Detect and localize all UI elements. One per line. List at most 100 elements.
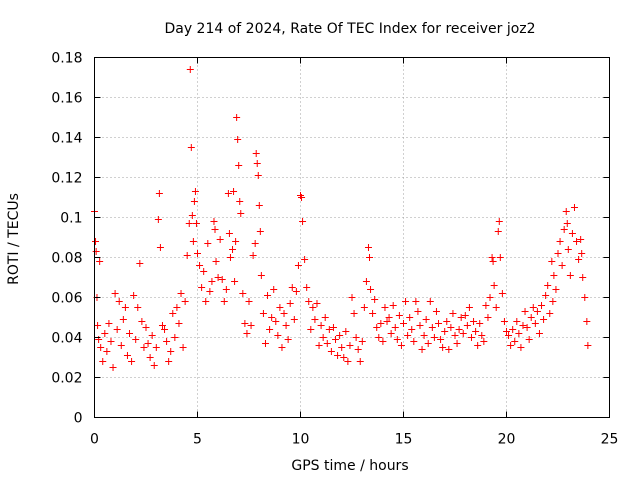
y-axis-label: ROTI / TECUs xyxy=(6,193,22,285)
data-point xyxy=(418,346,426,353)
data-point xyxy=(505,332,513,339)
data-point xyxy=(535,330,543,337)
data-point xyxy=(441,328,449,335)
data-point xyxy=(414,308,422,315)
data-point xyxy=(336,332,344,339)
data-point xyxy=(245,298,253,305)
data-point xyxy=(218,276,226,283)
data-point xyxy=(489,258,497,265)
data-point xyxy=(329,324,337,331)
data-point xyxy=(348,294,356,301)
data-point xyxy=(459,330,467,337)
data-point xyxy=(338,344,346,351)
data-point xyxy=(115,298,123,305)
data-point xyxy=(420,332,428,339)
data-point xyxy=(546,310,554,317)
data-point xyxy=(190,198,198,205)
data-point xyxy=(463,322,471,329)
data-point xyxy=(404,332,412,339)
y-axis: 0 0.02 0.04 0.06 0.08 0.1 0.12 0.14 0.16 0.18 xyxy=(51,51,610,427)
data-point xyxy=(208,278,216,285)
data-point xyxy=(449,310,457,317)
data-point xyxy=(531,320,539,327)
x-tick-label: 25 xyxy=(601,432,619,448)
data-point xyxy=(391,324,399,331)
data-point xyxy=(231,278,239,285)
data-point xyxy=(375,334,383,341)
data-point xyxy=(309,304,317,311)
data-point xyxy=(432,308,440,315)
data-point xyxy=(255,202,263,209)
data-point xyxy=(552,286,560,293)
data-point xyxy=(496,254,504,261)
data-point xyxy=(232,238,240,245)
data-point xyxy=(282,322,290,329)
grid-lines xyxy=(94,57,610,418)
data-point xyxy=(453,340,461,347)
data-point xyxy=(457,314,465,321)
y-tick-label: 0.1 xyxy=(60,211,82,227)
x-axis: 0 5 10 15 20 25 xyxy=(90,57,619,448)
data-point xyxy=(323,340,331,347)
y-tick-label: 0.04 xyxy=(51,331,82,347)
data-point xyxy=(154,216,162,223)
data-point xyxy=(490,282,498,289)
data-point xyxy=(511,338,519,345)
data-point xyxy=(192,220,200,227)
y-tick-label: 0.06 xyxy=(51,291,82,307)
data-point xyxy=(270,286,278,293)
data-point xyxy=(163,338,171,345)
data-point xyxy=(268,314,276,321)
data-point xyxy=(584,342,592,349)
data-point xyxy=(298,194,306,201)
data-point xyxy=(344,358,352,365)
chart-title: Day 214 of 2024, Rate Of TEC Index for r… xyxy=(164,21,535,37)
data-point xyxy=(211,226,219,233)
data-point xyxy=(566,272,574,279)
data-point xyxy=(152,344,160,351)
data-point xyxy=(424,340,432,347)
x-tick-label: 10 xyxy=(292,432,310,448)
data-point xyxy=(148,332,156,339)
data-point xyxy=(210,218,218,225)
data-point xyxy=(225,230,233,237)
data-point xyxy=(96,258,104,265)
data-point xyxy=(161,326,169,333)
data-point xyxy=(187,144,195,151)
data-point xyxy=(373,324,381,331)
data-point xyxy=(395,312,403,319)
data-point xyxy=(500,318,508,325)
data-point xyxy=(136,260,144,267)
data-point xyxy=(123,352,131,359)
data-point xyxy=(188,212,196,219)
data-point xyxy=(130,292,138,299)
data-point xyxy=(128,358,136,365)
data-point xyxy=(334,352,342,359)
data-point xyxy=(509,326,517,333)
data-point xyxy=(222,286,230,293)
data-point xyxy=(284,336,292,343)
data-point xyxy=(146,354,154,361)
data-point xyxy=(144,340,152,347)
data-point xyxy=(134,304,142,311)
data-point xyxy=(389,302,397,309)
data-point xyxy=(254,172,262,179)
data-point xyxy=(200,268,208,275)
data-point xyxy=(233,114,241,121)
data-point xyxy=(113,326,121,333)
data-point xyxy=(568,230,576,237)
data-point xyxy=(367,286,375,293)
data-point xyxy=(529,304,537,311)
data-point xyxy=(562,208,570,215)
data-point xyxy=(495,218,503,225)
data-point xyxy=(243,330,251,337)
data-point xyxy=(342,328,350,335)
data-point xyxy=(486,294,494,301)
data-point xyxy=(544,282,552,289)
y-tick-label: 0 xyxy=(74,411,83,427)
data-point xyxy=(354,346,362,353)
data-point xyxy=(416,322,424,329)
data-point xyxy=(239,290,247,297)
data-point xyxy=(579,274,587,281)
